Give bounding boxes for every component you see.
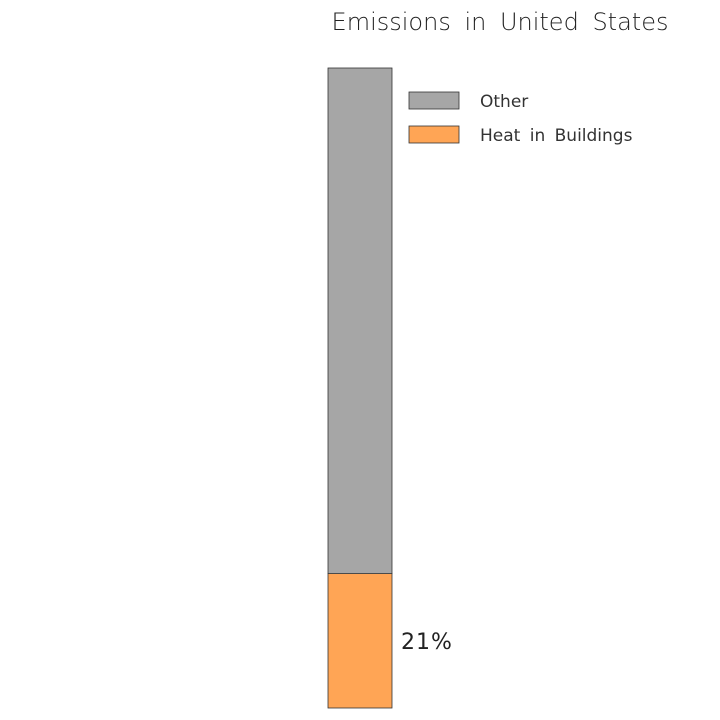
legend-label-heat-in-buildings: Heat in Buildings	[480, 126, 633, 146]
chart-title: Emissions in United States	[332, 8, 669, 36]
bar-segment-heat-in-buildings	[327, 573, 393, 709]
bar-stack	[327, 67, 393, 709]
legend-swatch-other	[408, 91, 460, 110]
legend-swatch-heat-in-buildings	[408, 125, 460, 144]
legend: Other Heat in Buildings	[408, 91, 633, 146]
data-labels: 21%	[401, 630, 453, 655]
bar-segment-other	[327, 67, 393, 575]
data-label-heat-in-buildings: 21%	[401, 630, 453, 655]
legend-label-other: Other	[480, 92, 528, 112]
